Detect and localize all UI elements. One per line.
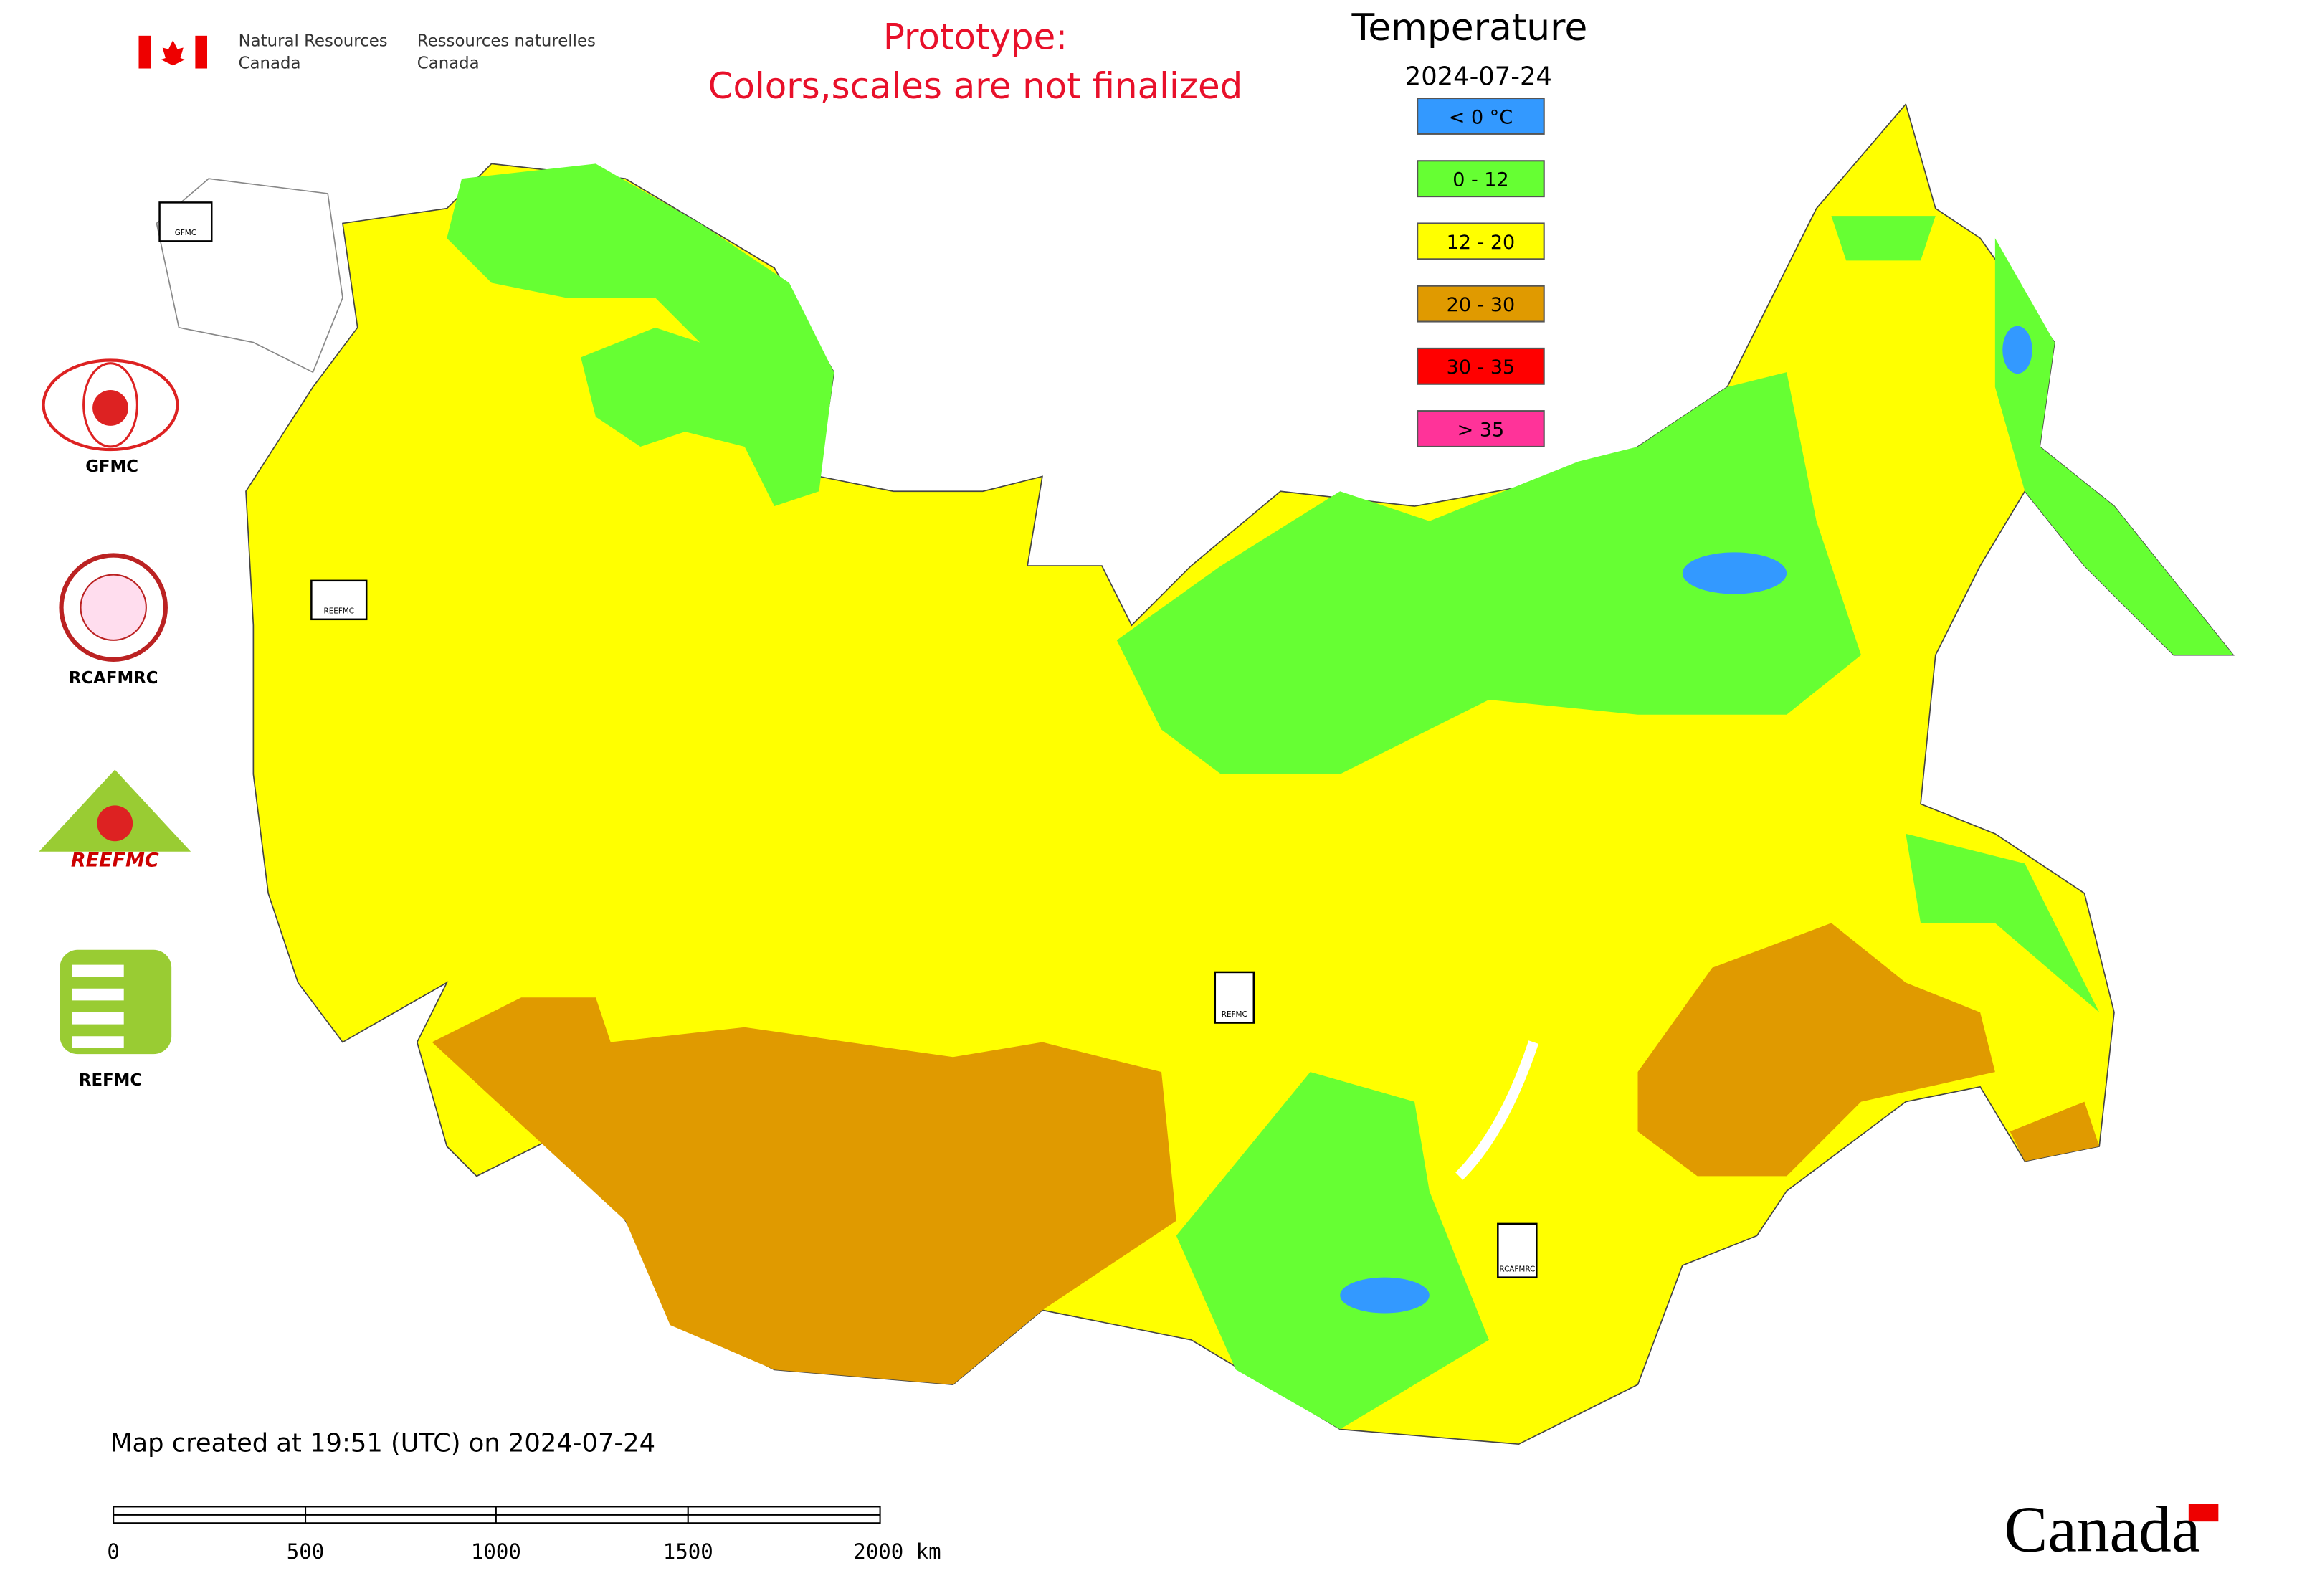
- reefmc-logo-text: REEFMC: [71, 850, 159, 872]
- rcafmrc-logo: [80, 574, 147, 641]
- station-marker: [158, 201, 213, 242]
- legend-swatch: [1417, 160, 1545, 198]
- header: Natural Resources Canada Ressources natu…: [138, 16, 1243, 107]
- region-20-30: [432, 997, 1176, 1385]
- station-marker-label: REEFMC: [324, 607, 354, 616]
- legend-label: 30 - 35: [1447, 356, 1516, 379]
- refmc-logo: [72, 964, 124, 1048]
- region-below-0: [2002, 326, 2032, 374]
- legend-swatch: [1417, 410, 1545, 447]
- station-marker: [1214, 971, 1255, 1024]
- legend-label: 12 - 20: [1447, 232, 1516, 254]
- maple-leaf: [161, 40, 185, 66]
- flag-bar: [195, 35, 208, 69]
- canada-wordmark: Canada: [2004, 1493, 2200, 1566]
- legend-label: 20 - 30: [1447, 294, 1516, 316]
- dept-en: Natural Resources: [239, 32, 388, 50]
- station-marker-label: GFMC: [175, 229, 196, 237]
- region-0-12: [1116, 372, 1861, 774]
- region-0-12: [1831, 216, 1936, 261]
- legend-swatch: [1417, 285, 1545, 323]
- footer-note: Map created at 19:51 (UTC) on 2024-07-24: [110, 1429, 655, 1458]
- scale-label: 2000 km: [853, 1539, 941, 1564]
- dept-fr: Canada: [417, 54, 480, 73]
- legend-label: < 0 °C: [1449, 106, 1513, 128]
- gfmc-logo: [82, 362, 138, 448]
- legend-date: 2024-07-24: [1405, 62, 1552, 91]
- logo-label: GFMC: [85, 457, 138, 476]
- legend-title: Temperature: [1351, 6, 1587, 49]
- region-0-12: [447, 163, 834, 507]
- station-marker-label: REFMC: [1222, 1010, 1247, 1019]
- reefmc-logo: [97, 805, 133, 842]
- legend-swatch: [1417, 222, 1545, 260]
- legend-swatch: [1417, 98, 1545, 135]
- legend: Temperature 2024-07-24 < 0 °C 0 - 12 12 - …: [1351, 6, 1587, 447]
- region-below-0: [1682, 552, 1787, 594]
- region-20-30: [2010, 1101, 2100, 1162]
- region-0-12: [1994, 238, 2234, 655]
- logo-label: RCAFMRC: [69, 669, 158, 688]
- scale-label: 1000: [471, 1539, 521, 1564]
- station-marker: [1497, 1222, 1538, 1278]
- scale-label: 500: [287, 1539, 325, 1564]
- wordmark-flag: [2188, 1504, 2219, 1522]
- region-below-0: [1340, 1277, 1430, 1314]
- legend-label: 0 - 12: [1452, 169, 1508, 191]
- station-marker-label: RCAFMRC: [1499, 1265, 1535, 1273]
- dept-fr: Ressources naturelles: [417, 32, 596, 50]
- region-20-30: [1637, 923, 1995, 1177]
- gfmc-logo: [42, 358, 179, 452]
- scale-label: 0: [107, 1539, 120, 1564]
- station-marker: [310, 579, 368, 621]
- side-logos: GFMC RCAFMRC REEFMC REFMC: [39, 358, 191, 1090]
- map: GFMC REEFMC REFMC RCAFMRC: [156, 103, 2235, 1445]
- flag-bar: [138, 35, 151, 69]
- notice: Colors,scales are not finalized: [708, 65, 1243, 107]
- notice: Prototype:: [883, 16, 1067, 58]
- scale-label: 1500: [663, 1539, 713, 1564]
- gfmc-logo: [92, 390, 128, 426]
- legend-swatch: [1417, 347, 1545, 385]
- legend-label: > 35: [1457, 419, 1505, 441]
- region-0-12: [1176, 1072, 1489, 1430]
- dept-en: Canada: [239, 54, 301, 73]
- lake: [1455, 1040, 1539, 1180]
- scale-bar: 0 500 1000 1500 2000 km: [107, 1506, 941, 1564]
- logo-label: REFMC: [79, 1071, 142, 1090]
- region-0-12: [1906, 833, 2100, 1013]
